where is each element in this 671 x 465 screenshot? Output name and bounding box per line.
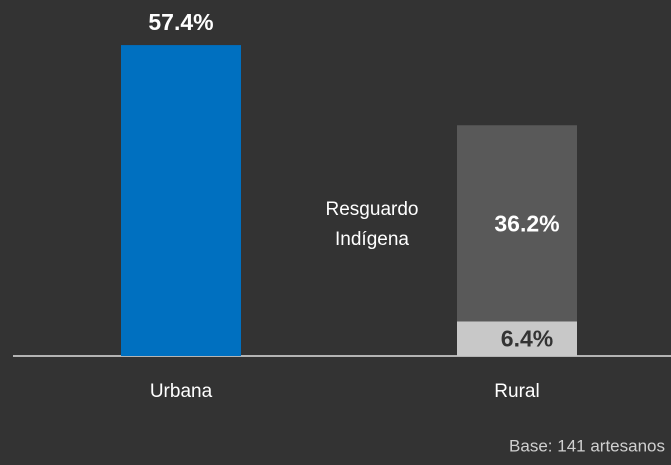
bar-segment [121, 45, 241, 356]
value-label: 6.4% [501, 326, 553, 352]
x-tick-label: Rural [494, 381, 539, 402]
value-label: 36.2% [494, 210, 559, 236]
bar-segment [457, 321, 577, 356]
value-label: 57.4% [148, 9, 213, 35]
note: Base: 141 artesanos [509, 436, 665, 455]
bar-segment [457, 125, 577, 322]
series-label: Resguardo Indígena [325, 199, 419, 251]
x-tick-label: Urbana [150, 381, 213, 402]
